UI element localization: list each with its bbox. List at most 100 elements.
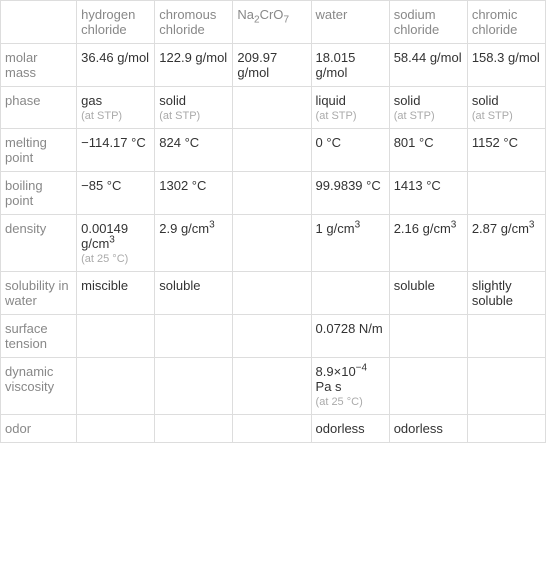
cell: [467, 415, 545, 443]
cell: [389, 358, 467, 415]
cell-value: miscible: [81, 278, 128, 293]
cell: [233, 172, 311, 215]
cell: miscible: [77, 272, 155, 315]
cell-value: 158.3 g/mol: [472, 50, 540, 65]
cell: [233, 315, 311, 358]
cell: [311, 272, 389, 315]
cell-value: 1302 °C: [159, 178, 206, 193]
cell: [467, 315, 545, 358]
row-label-boiling-point: boiling point: [1, 172, 77, 215]
cell-value: 801 °C: [394, 135, 434, 150]
cell-value: 2.9 g/cm3: [159, 221, 214, 236]
cell-sub: (at STP): [472, 110, 541, 122]
properties-table: hydrogen chloride chromous chloride Na2C…: [0, 0, 546, 443]
cell-value: 0.0728 N/m: [316, 321, 383, 336]
cell-sub: (at STP): [316, 110, 385, 122]
cell-value: slightly soluble: [472, 278, 513, 308]
cell: 1302 °C: [155, 172, 233, 215]
cell: liquid (at STP): [311, 87, 389, 129]
cell: [77, 415, 155, 443]
cell-value: liquid: [316, 93, 346, 108]
table-row: solubility in water miscible soluble sol…: [1, 272, 546, 315]
cell-value: 58.44 g/mol: [394, 50, 462, 65]
cell-value: solid: [472, 93, 499, 108]
cell: soluble: [389, 272, 467, 315]
header-na2cro7: Na2CrO7: [233, 1, 311, 44]
cell: 2.87 g/cm3: [467, 215, 545, 272]
cell-value: gas: [81, 93, 102, 108]
cell: −85 °C: [77, 172, 155, 215]
cell-value: 0 °C: [316, 135, 341, 150]
cell-value: 99.9839 °C: [316, 178, 381, 193]
cell: [389, 315, 467, 358]
cell: [233, 358, 311, 415]
cell-sub: (at STP): [159, 110, 228, 122]
cell-value: −85 °C: [81, 178, 121, 193]
cell: solid (at STP): [467, 87, 545, 129]
cell: gas (at STP): [77, 87, 155, 129]
cell-value: 1 g/cm3: [316, 221, 361, 236]
cell-value: 824 °C: [159, 135, 199, 150]
cell-value: solid: [394, 93, 421, 108]
cell: odorless: [311, 415, 389, 443]
header-row: hydrogen chloride chromous chloride Na2C…: [1, 1, 546, 44]
cell: [233, 215, 311, 272]
cell: [155, 315, 233, 358]
cell-value: 36.46 g/mol: [81, 50, 149, 65]
cell: solid (at STP): [389, 87, 467, 129]
row-label-dynamic-viscosity: dynamic viscosity: [1, 358, 77, 415]
table-row: density 0.00149 g/cm3 (at 25 °C) 2.9 g/cm…: [1, 215, 546, 272]
row-label-phase: phase: [1, 87, 77, 129]
cell: soluble: [155, 272, 233, 315]
cell: −114.17 °C: [77, 129, 155, 172]
cell: 122.9 g/mol: [155, 44, 233, 87]
cell: [155, 415, 233, 443]
cell-value: −114.17 °C: [81, 135, 146, 150]
cell-sub: (at 25 °C): [316, 396, 385, 408]
table-row: boiling point −85 °C 1302 °C 99.9839 °C …: [1, 172, 546, 215]
cell-value: odorless: [394, 421, 443, 436]
cell: 158.3 g/mol: [467, 44, 545, 87]
cell-value: 18.015 g/mol: [316, 50, 356, 80]
cell-value: soluble: [159, 278, 200, 293]
cell: 18.015 g/mol: [311, 44, 389, 87]
cell: 1 g/cm3: [311, 215, 389, 272]
cell: 99.9839 °C: [311, 172, 389, 215]
row-label-melting-point: melting point: [1, 129, 77, 172]
cell: 0.0728 N/m: [311, 315, 389, 358]
cell: solid(at STP): [155, 87, 233, 129]
cell: [233, 272, 311, 315]
cell: [233, 129, 311, 172]
cell-sub: (at STP): [81, 110, 150, 122]
cell: odorless: [389, 415, 467, 443]
cell: 824 °C: [155, 129, 233, 172]
cell: [467, 172, 545, 215]
row-label-odor: odor: [1, 415, 77, 443]
row-label-surface-tension: surface tension: [1, 315, 77, 358]
cell-value: 1413 °C: [394, 178, 441, 193]
cell-sub: (at 25 °C): [81, 253, 150, 265]
header-water: water: [311, 1, 389, 44]
cell: 209.97 g/mol: [233, 44, 311, 87]
cell-value: 2.87 g/cm3: [472, 221, 535, 236]
table-body: molar mass 36.46 g/mol 122.9 g/mol 209.9…: [1, 44, 546, 443]
cell: [467, 358, 545, 415]
cell-value: soluble: [394, 278, 435, 293]
table-row: surface tension 0.0728 N/m: [1, 315, 546, 358]
header-empty: [1, 1, 77, 44]
row-label-density: density: [1, 215, 77, 272]
cell: 801 °C: [389, 129, 467, 172]
cell-value: 122.9 g/mol: [159, 50, 227, 65]
cell-value: 209.97 g/mol: [237, 50, 277, 80]
cell: 8.9×10−4 Pa s(at 25 °C): [311, 358, 389, 415]
header-sodium-chloride: sodium chloride: [389, 1, 467, 44]
cell-value: odorless: [316, 421, 365, 436]
cell: [77, 358, 155, 415]
cell-sub: (at STP): [394, 110, 463, 122]
header-chromic-chloride: chromic chloride: [467, 1, 545, 44]
cell-value: 0.00149 g/cm3: [81, 221, 128, 251]
cell: 2.9 g/cm3: [155, 215, 233, 272]
table-row: melting point −114.17 °C 824 °C 0 °C 801…: [1, 129, 546, 172]
cell: 2.16 g/cm3: [389, 215, 467, 272]
cell: 0.00149 g/cm3 (at 25 °C): [77, 215, 155, 272]
